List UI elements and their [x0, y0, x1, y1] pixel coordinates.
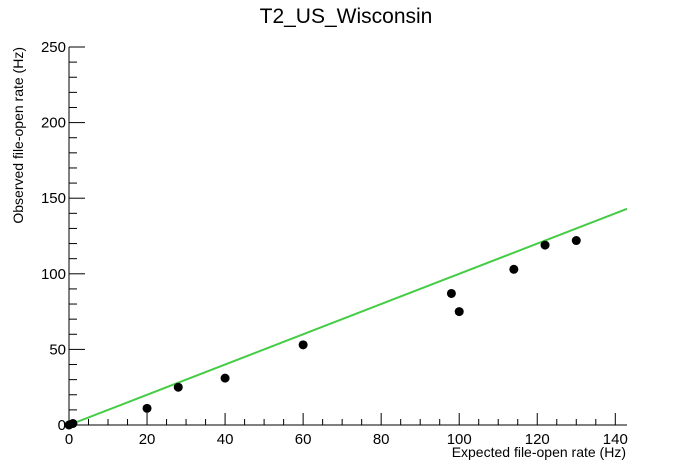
data-point	[220, 373, 230, 383]
reference-line-group	[68, 207, 628, 426]
x-axis-title: Expected file-open rate (Hz)	[452, 444, 626, 460]
x-tick-label: 120	[525, 431, 550, 448]
y-tick-label: 0	[58, 417, 66, 434]
reference-line	[68, 207, 628, 426]
x-tick-label: 100	[447, 431, 472, 448]
x-tick-label: 20	[139, 431, 156, 448]
y-axis-title: Observed file-open rate (Hz)	[10, 47, 26, 224]
data-point	[454, 307, 464, 317]
x-tick-label: 40	[217, 431, 234, 448]
chart-title: T2_US_Wisconsin	[260, 5, 433, 28]
data-point	[68, 418, 78, 428]
y-tick-label: 100	[41, 266, 66, 283]
x-tick-label: 60	[295, 431, 312, 448]
x-tick-label: 80	[373, 431, 390, 448]
data-point	[142, 403, 152, 413]
y-tick-label: 250	[41, 39, 66, 56]
data-points	[64, 236, 581, 430]
axis-ticks: 0 20 40 60 80 100 120 140 0 50 100 150 200 250	[41, 39, 628, 448]
data-point	[571, 236, 581, 246]
data-point	[540, 240, 550, 250]
data-point	[446, 288, 456, 298]
axes	[68, 47, 627, 426]
x-tick-label: 0	[65, 431, 73, 448]
y-tick-label: 200	[41, 115, 66, 132]
data-point	[298, 340, 308, 350]
y-tick-label: 50	[49, 341, 66, 358]
data-point	[509, 264, 519, 274]
x-tick-label: 140	[603, 431, 628, 448]
y-tick-label: 150	[41, 190, 66, 207]
data-point	[173, 382, 183, 392]
